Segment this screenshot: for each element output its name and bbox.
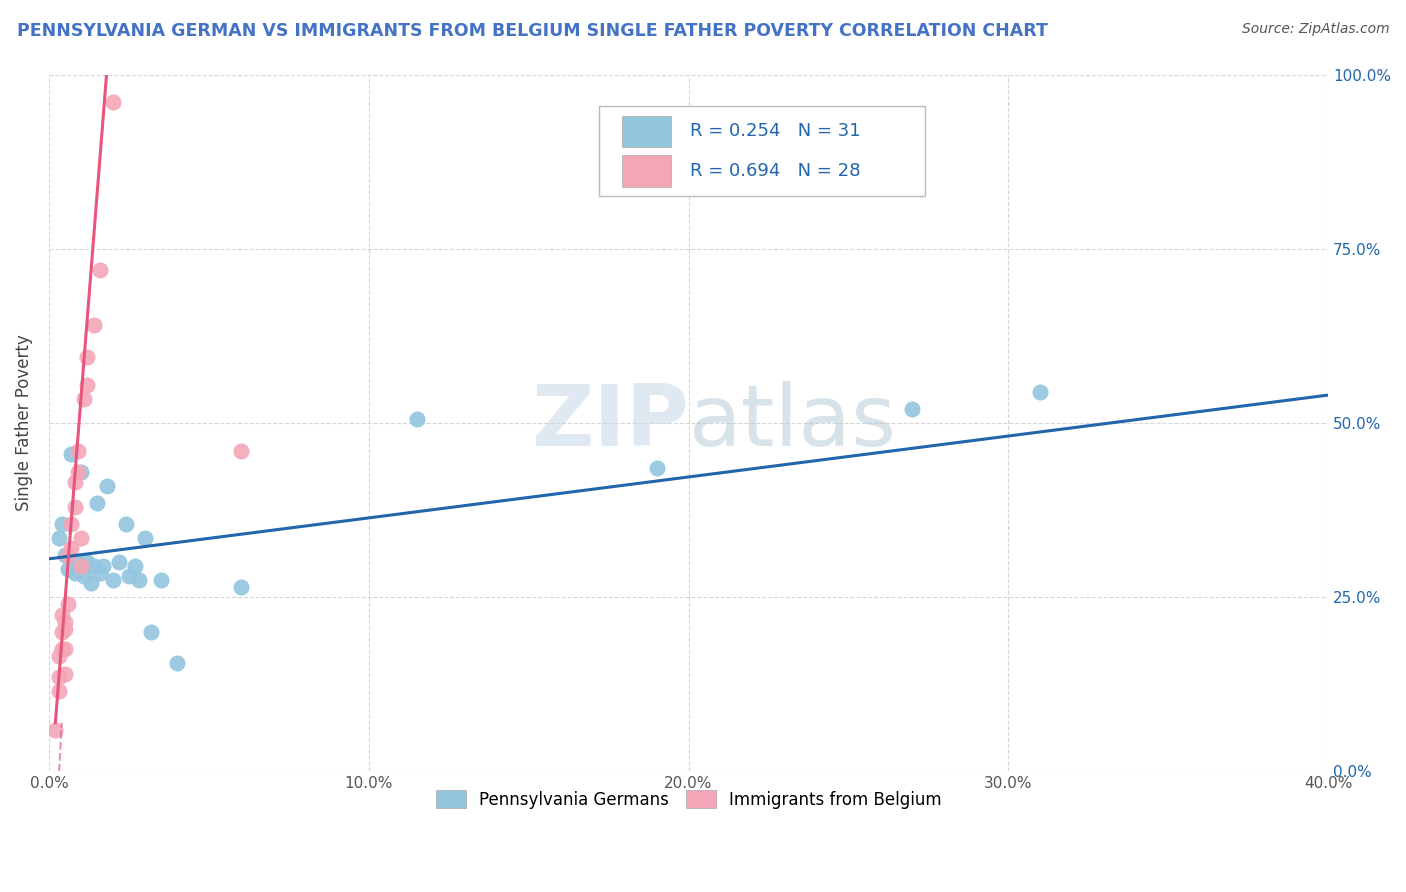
Immigrants from Belgium bbox=[56, 616, 73, 627]
Immigrants from Belgium bbox=[56, 644, 73, 655]
Pennsylvania Germans bbox=[232, 582, 249, 592]
Pennsylvania Germans bbox=[111, 557, 128, 567]
Text: Source: ZipAtlas.com: Source: ZipAtlas.com bbox=[1241, 22, 1389, 37]
Pennsylvania Germans bbox=[104, 574, 121, 585]
Text: atlas: atlas bbox=[689, 382, 897, 465]
Pennsylvania Germans bbox=[136, 533, 153, 543]
Pennsylvania Germans bbox=[169, 658, 186, 669]
Y-axis label: Single Father Poverty: Single Father Poverty bbox=[15, 334, 32, 511]
Immigrants from Belgium bbox=[63, 543, 80, 554]
Immigrants from Belgium bbox=[59, 550, 76, 561]
Immigrants from Belgium bbox=[59, 599, 76, 609]
Immigrants from Belgium bbox=[53, 627, 70, 638]
Pennsylvania Germans bbox=[59, 564, 76, 574]
Line: Immigrants from Belgium: Immigrants from Belgium bbox=[48, 95, 249, 737]
Pennsylvania Germans bbox=[73, 467, 90, 477]
Pennsylvania Germans bbox=[76, 571, 93, 582]
Legend: Pennsylvania Germans, Immigrants from Belgium: Pennsylvania Germans, Immigrants from Be… bbox=[429, 784, 948, 815]
Immigrants from Belgium bbox=[63, 518, 80, 529]
Pennsylvania Germans bbox=[117, 518, 134, 529]
Immigrants from Belgium bbox=[73, 560, 90, 571]
Immigrants from Belgium bbox=[91, 264, 108, 275]
Text: R = 0.694   N = 28: R = 0.694 N = 28 bbox=[690, 162, 860, 180]
FancyBboxPatch shape bbox=[621, 116, 671, 147]
Immigrants from Belgium bbox=[56, 668, 73, 679]
Pennsylvania Germans bbox=[51, 533, 67, 543]
Pennsylvania Germans bbox=[143, 627, 160, 638]
Text: ZIP: ZIP bbox=[531, 382, 689, 465]
Immigrants from Belgium bbox=[69, 467, 86, 477]
Immigrants from Belgium bbox=[56, 624, 73, 634]
Pennsylvania Germans bbox=[63, 449, 80, 459]
Immigrants from Belgium bbox=[51, 651, 67, 662]
Immigrants from Belgium bbox=[51, 686, 67, 697]
Immigrants from Belgium bbox=[66, 501, 83, 512]
Pennsylvania Germans bbox=[91, 567, 108, 578]
Pennsylvania Germans bbox=[94, 560, 111, 571]
Immigrants from Belgium bbox=[46, 724, 63, 735]
Text: PENNSYLVANIA GERMAN VS IMMIGRANTS FROM BELGIUM SINGLE FATHER POVERTY CORRELATION: PENNSYLVANIA GERMAN VS IMMIGRANTS FROM B… bbox=[17, 22, 1047, 40]
Pennsylvania Germans bbox=[1032, 386, 1049, 397]
Pennsylvania Germans bbox=[82, 578, 98, 589]
Text: R = 0.254   N = 31: R = 0.254 N = 31 bbox=[690, 122, 860, 140]
Immigrants from Belgium bbox=[66, 477, 83, 488]
Pennsylvania Germans bbox=[127, 560, 143, 571]
Immigrants from Belgium bbox=[79, 351, 96, 362]
FancyBboxPatch shape bbox=[599, 106, 925, 196]
Pennsylvania Germans bbox=[408, 414, 425, 425]
Pennsylvania Germans bbox=[904, 404, 921, 415]
Pennsylvania Germans bbox=[69, 557, 86, 567]
Line: Pennsylvania Germans: Pennsylvania Germans bbox=[51, 384, 1047, 671]
Pennsylvania Germans bbox=[648, 463, 665, 474]
Pennsylvania Germans bbox=[66, 567, 83, 578]
FancyBboxPatch shape bbox=[621, 155, 671, 186]
Pennsylvania Germans bbox=[131, 574, 148, 585]
Immigrants from Belgium bbox=[53, 609, 70, 620]
Immigrants from Belgium bbox=[73, 533, 90, 543]
Pennsylvania Germans bbox=[53, 518, 70, 529]
Pennsylvania Germans bbox=[152, 574, 169, 585]
Immigrants from Belgium bbox=[76, 393, 93, 404]
Immigrants from Belgium bbox=[104, 97, 121, 108]
Pennsylvania Germans bbox=[121, 571, 138, 582]
Pennsylvania Germans bbox=[79, 557, 96, 567]
Immigrants from Belgium bbox=[51, 672, 67, 682]
Immigrants from Belgium bbox=[79, 379, 96, 390]
Pennsylvania Germans bbox=[89, 498, 105, 508]
Immigrants from Belgium bbox=[69, 445, 86, 456]
Pennsylvania Germans bbox=[56, 550, 73, 561]
Immigrants from Belgium bbox=[86, 320, 103, 331]
Pennsylvania Germans bbox=[86, 560, 103, 571]
Pennsylvania Germans bbox=[98, 480, 115, 491]
Immigrants from Belgium bbox=[232, 445, 249, 456]
Immigrants from Belgium bbox=[53, 644, 70, 655]
